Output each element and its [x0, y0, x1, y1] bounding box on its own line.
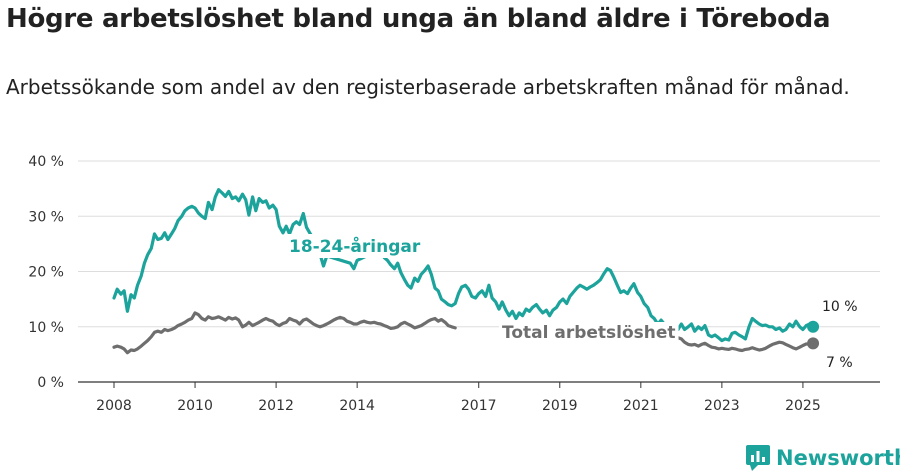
x-tick-label: 2010: [177, 398, 213, 414]
brand-name: Newsworthy: [776, 446, 900, 470]
x-axis-ticks: 2008 2010 2012 2014 2017 2019 2021 2023 2025: [96, 382, 821, 414]
series-label-youth: 18-24-åringar: [289, 235, 421, 257]
series-lines: [112, 188, 815, 355]
x-tick-label: 2008: [96, 398, 132, 414]
end-marker: [807, 337, 820, 350]
x-tick-label: 2021: [623, 398, 659, 414]
end-markers: [807, 320, 820, 350]
label-background: [286, 234, 424, 258]
x-tick-label: 2012: [258, 398, 294, 414]
series-line: [112, 311, 457, 355]
y-axis-ticks: 0 % 10 % 20 % 30 % 40 %: [28, 154, 64, 391]
end-label-total: 7 %: [826, 355, 853, 371]
label-background: [499, 322, 679, 344]
x-tick-label: 2014: [339, 398, 375, 414]
x-tick-label: 2017: [461, 398, 497, 414]
series-line: [676, 336, 815, 353]
chart-title: Högre arbetslöshet bland unga än bland ä…: [6, 4, 831, 34]
y-tick-label: 10 %: [28, 320, 64, 336]
series-line: [112, 188, 815, 343]
chart-subtitle: Arbetssökande som andel av den registerb…: [6, 75, 850, 99]
x-tick-label: 2023: [704, 398, 740, 414]
x-tick-label: 2025: [785, 398, 821, 414]
series-label-total: Total arbetslöshet: [502, 323, 676, 343]
newsworthy-logo-icon: [746, 445, 770, 471]
brand-logo: Newsworthy: [746, 444, 900, 472]
x-tick-label: 2019: [542, 398, 578, 414]
end-marker: [807, 320, 820, 333]
y-tick-label: 30 %: [28, 209, 64, 225]
y-tick-label: 40 %: [28, 154, 64, 170]
end-label-youth: 10 %: [822, 299, 858, 315]
y-tick-label: 20 %: [28, 265, 64, 281]
y-tick-label: 0 %: [37, 375, 64, 391]
